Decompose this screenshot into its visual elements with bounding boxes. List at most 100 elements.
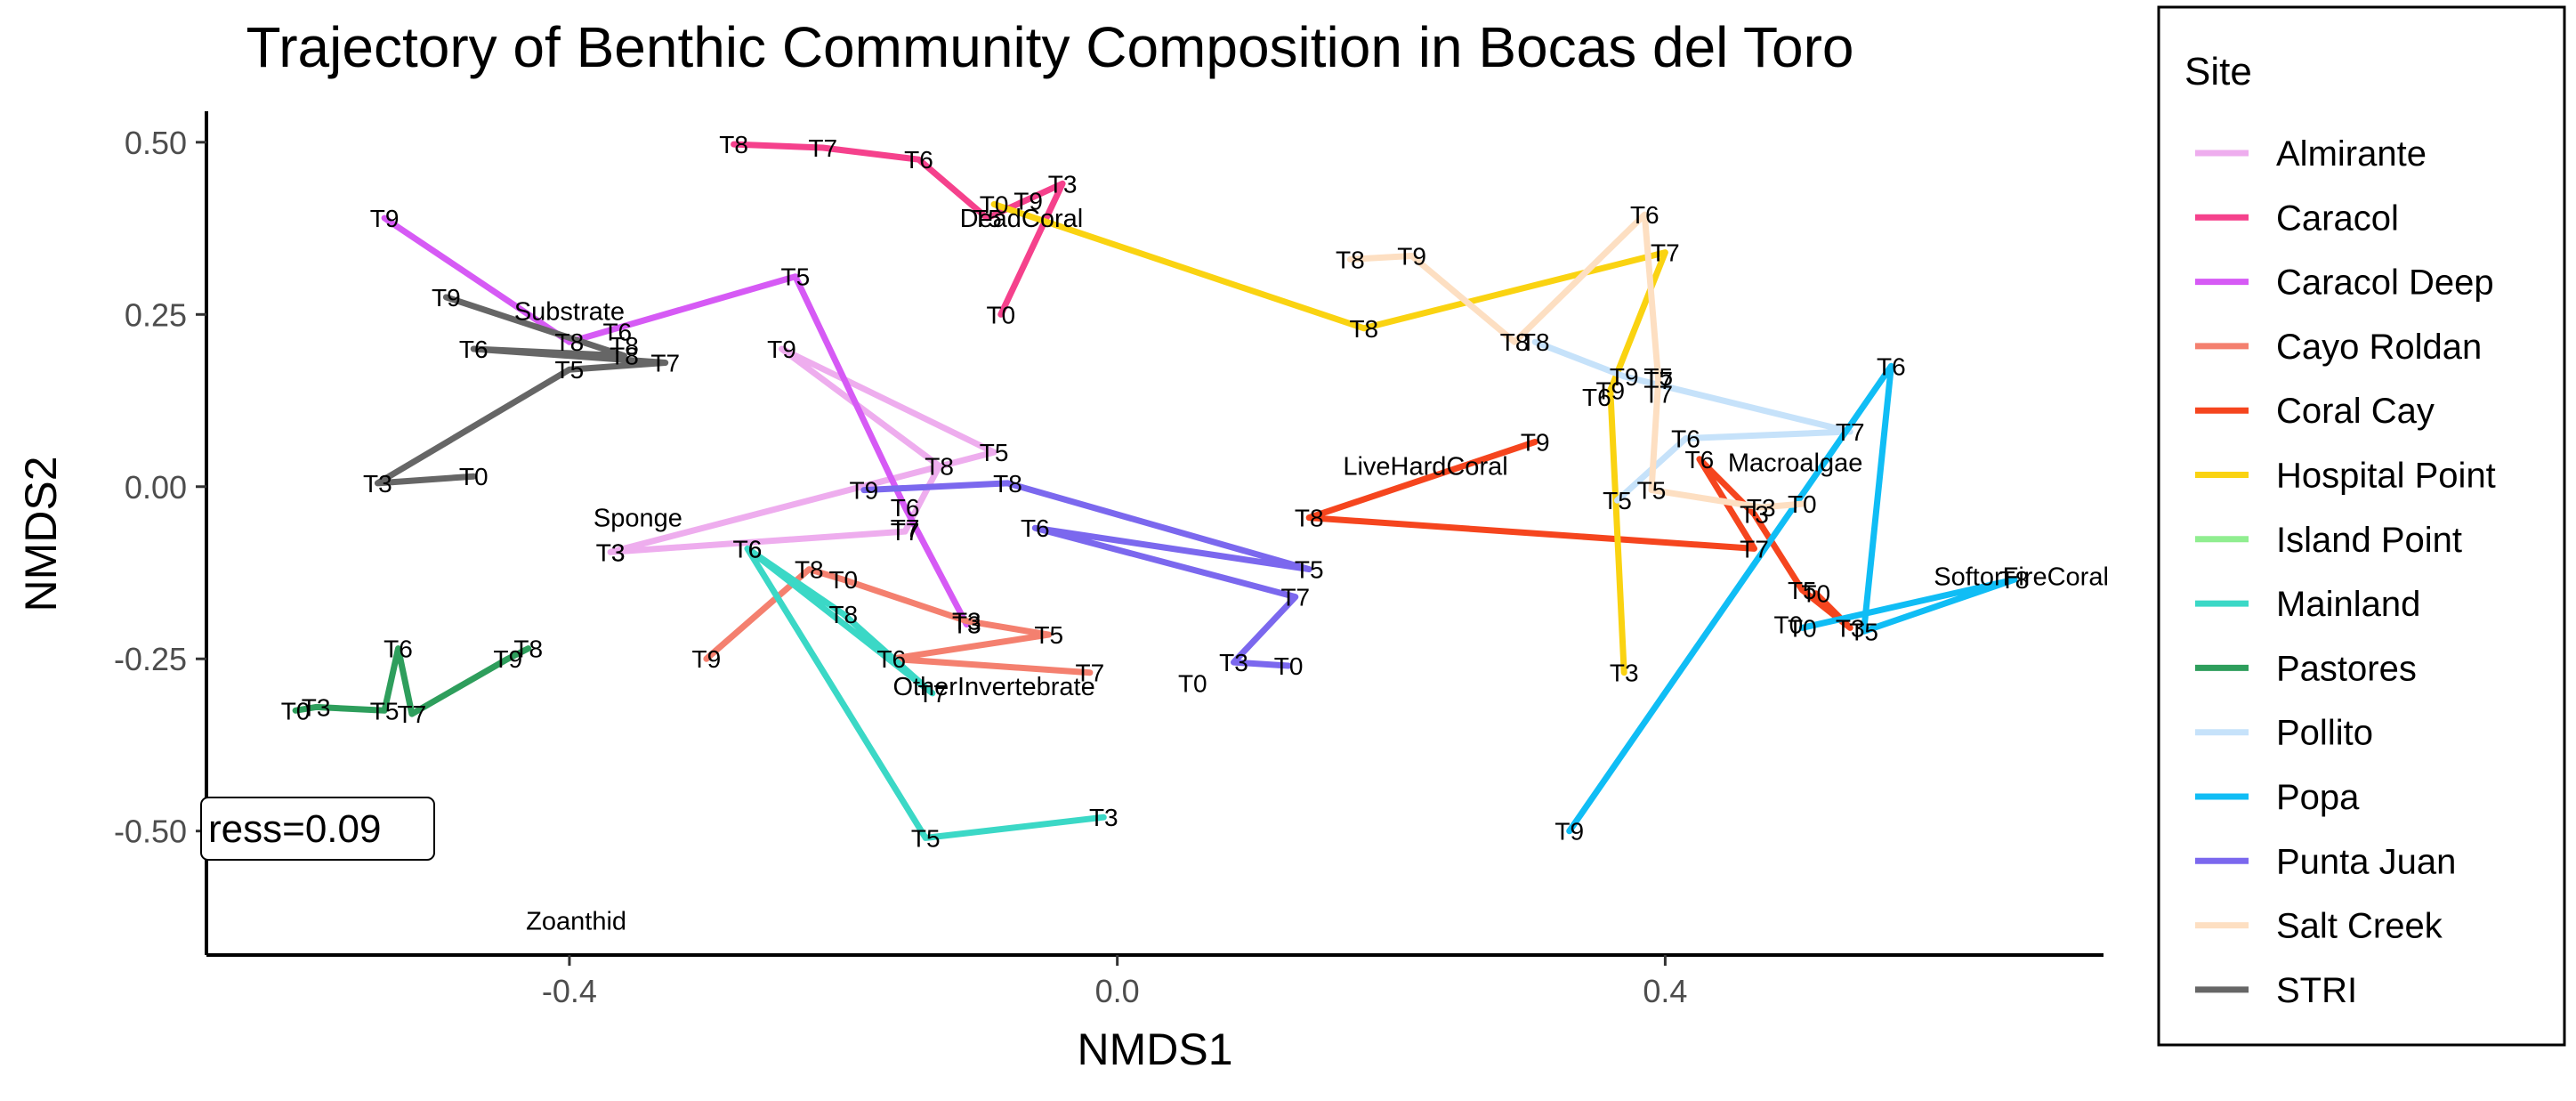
trajectory-line-salt-creek [1346, 211, 1805, 511]
legend-item-hospital-point: Hospital Point [2195, 457, 2496, 496]
series-caracol [731, 141, 1066, 318]
y-tick-label: -0.25 [114, 641, 187, 677]
y-tick-label: -0.50 [114, 814, 187, 850]
data-layer [292, 141, 2018, 841]
point-label-caracol-t6: T6 [904, 146, 933, 174]
legend-title: Site [2184, 50, 2252, 93]
point-label-coral-cay-t7: T7 [1740, 535, 1769, 563]
point-label-cayo-roldan-t7: T7 [1076, 660, 1105, 687]
point-label-almirante-t3: T3 [596, 538, 626, 566]
trajectory-line-stri [374, 294, 669, 487]
point-label-punta-juan-t5: T5 [1295, 556, 1324, 584]
point-label-t0: T0 [1178, 669, 1207, 697]
point-label-popa-t6: T6 [1877, 352, 1906, 380]
trajectory-line-caracol [731, 141, 1066, 318]
point-label-punta-juan-t8: T8 [993, 470, 1022, 498]
point-label-t7: T7 [1643, 380, 1673, 408]
point-label-salt-creek-t5: T5 [1637, 477, 1667, 505]
point-label-stri-t8: T8 [610, 343, 639, 370]
series-stri [374, 294, 669, 487]
series-popa [1566, 362, 2018, 835]
point-label-cayo-roldan-t5: T5 [1034, 621, 1063, 649]
series-salt-creek [1346, 211, 1805, 511]
point-label-caracol-deep-t6: T6 [891, 494, 920, 522]
legend-label: Caracol Deep [2276, 263, 2494, 303]
point-label-caracol-deep-t5: T5 [781, 263, 811, 291]
series-hospital-point [990, 201, 1668, 676]
point-label-stri-t7: T7 [650, 350, 680, 377]
point-label-pastores-t3: T3 [302, 693, 331, 721]
trajectory-line-pollito [1531, 338, 1853, 504]
legend-label: Island Point [2276, 521, 2462, 560]
trajectory-line-pastores [292, 645, 532, 717]
legend: Site Almirante Caracol Caracol Deep Cayo Ro… [2157, 5, 2566, 1047]
point-label-stri-t5: T5 [555, 356, 585, 384]
point-label-punta-juan-t3: T3 [1219, 649, 1248, 676]
point-label-salt-creek-t9: T9 [1397, 243, 1426, 271]
point-label-coral-cay-t5: T5 [1788, 577, 1817, 604]
point-label-punta-juan-t9: T9 [850, 477, 879, 505]
legend-item-salt-creek: Salt Creek [2195, 907, 2443, 946]
point-label-salt-creek-t6: T6 [1630, 201, 1659, 229]
point-label-punta-juan-t0: T0 [1274, 652, 1304, 680]
point-label-t0: T0 [1774, 611, 1804, 639]
point-label-salt-creek-t8: T8 [1336, 246, 1365, 273]
point-label-almirante-t9: T9 [767, 336, 796, 363]
legend-label: Popa [2276, 778, 2360, 817]
legend-label: Salt Creek [2276, 907, 2443, 946]
legend-label: Caracol [2276, 198, 2399, 238]
point-label-caracol-t8: T8 [719, 131, 748, 158]
y-tick-label: 0.50 [125, 125, 187, 161]
legend-item-island-point: Island Point [2195, 521, 2462, 560]
point-label-stri-t0: T0 [459, 463, 489, 490]
point-label-pastores-t9: T9 [493, 645, 522, 673]
point-label-caracol-deep-t3: T3 [952, 611, 981, 639]
point-label-cayo-roldan-t6: T6 [876, 645, 906, 673]
species-label-substrate: Substrate [514, 297, 625, 326]
point-label-t9: T9 [1013, 188, 1043, 215]
series-mainland [744, 545, 1107, 841]
stress-label: ress=0.09 [208, 807, 381, 851]
point-label-pollito-t5: T5 [1603, 487, 1632, 514]
point-label-hospital-point-t9: T9 [1595, 376, 1625, 404]
x-tick-label: -0.4 [542, 973, 597, 1009]
point-label-mainland-t6: T6 [733, 535, 763, 563]
point-label-stri-t6: T6 [459, 336, 489, 363]
legend-label: Hospital Point [2276, 457, 2496, 496]
series-pollito [1531, 338, 1853, 504]
point-label-caracol-deep-t9: T9 [370, 205, 400, 232]
point-label-pollito-t6: T6 [1671, 425, 1700, 453]
species-label-sponge: Sponge [594, 505, 682, 533]
point-label-hospital-point-t3: T3 [1610, 660, 1639, 687]
point-label-almirante-t3: T3 [596, 538, 626, 566]
point-label-cayo-roldan-t8: T8 [795, 556, 824, 584]
y-tick-label: 0.25 [125, 296, 187, 333]
point-label-hospital-point-t0: T0 [980, 191, 1009, 219]
point-label-coral-cay-t3: T3 [1740, 501, 1769, 529]
legend-item-stri: STRI [2195, 971, 2357, 1010]
x-axis-title: NMDS1 [1077, 1024, 1232, 1074]
legend-label: Mainland [2276, 585, 2420, 624]
point-label-pollito-t8: T8 [1521, 328, 1550, 356]
point-label-pastores-t8: T8 [513, 636, 543, 663]
point-label-stri-t9: T9 [432, 284, 461, 312]
point-label-t6: T6 [1582, 384, 1611, 411]
point-label-popa-t8: T8 [2000, 566, 2030, 594]
point-label-t7: T7 [891, 514, 920, 542]
legend-label: Pollito [2276, 714, 2373, 753]
point-label-punta-juan-t7: T7 [1280, 584, 1310, 611]
point-label-mainland-t5: T5 [911, 824, 941, 852]
species-label-otherinvertebrate: OtherInvertebrate [892, 673, 1094, 701]
point-label-t5: T5 [1643, 363, 1673, 391]
point-label-coral-cay-t3: T3 [1836, 614, 1865, 642]
point-label-cayo-roldan-t9: T9 [692, 645, 722, 673]
legend-label: STRI [2276, 971, 2357, 1010]
chart-title: Trajectory of Benthic Community Composit… [246, 15, 1854, 79]
legend-label: Coral Cay [2276, 392, 2435, 431]
legend-item-cayo-roldan: Cayo Roldan [2195, 328, 2482, 367]
point-label-t8: T8 [610, 332, 639, 360]
legend-label: Cayo Roldan [2276, 328, 2482, 367]
point-label-pollito-t9: T9 [1610, 363, 1639, 391]
point-label-t6: T6 [602, 319, 632, 346]
